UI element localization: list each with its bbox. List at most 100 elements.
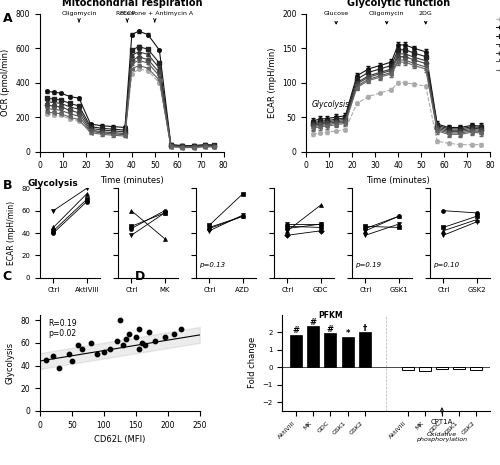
Text: p=0.10: p=0.10 <box>433 262 459 268</box>
Point <box>284 225 292 232</box>
Point <box>82 198 90 206</box>
X-axis label: Time (minutes): Time (minutes) <box>100 176 164 185</box>
X-axis label: Time (minutes): Time (minutes) <box>366 176 430 185</box>
Point <box>135 345 143 352</box>
Point <box>394 224 402 231</box>
Point <box>55 364 63 372</box>
Point <box>440 227 448 234</box>
Text: B: B <box>2 179 12 192</box>
Point <box>362 225 370 232</box>
Bar <box>290 335 302 367</box>
Point <box>116 317 124 324</box>
Point <box>132 333 140 341</box>
Point <box>160 207 168 214</box>
Point <box>50 227 58 234</box>
Text: p=0.13: p=0.13 <box>199 262 225 268</box>
Text: C: C <box>2 270 12 283</box>
Bar <box>453 367 465 369</box>
Point <box>238 190 246 198</box>
Y-axis label: ECAR (mpH/min): ECAR (mpH/min) <box>6 201 16 265</box>
Bar <box>419 367 431 371</box>
Text: p=0.19: p=0.19 <box>355 262 381 268</box>
Point <box>284 220 292 228</box>
Title: Mitochondrial respiration: Mitochondrial respiration <box>62 0 202 7</box>
Text: FCCP: FCCP <box>119 11 135 22</box>
Bar <box>308 326 320 367</box>
Point <box>112 337 120 344</box>
Point <box>128 232 136 239</box>
Point <box>160 209 168 217</box>
Point <box>394 220 402 228</box>
Text: Oxidative
phosphorylation: Oxidative phosphorylation <box>416 432 468 443</box>
Point <box>42 356 50 364</box>
Point <box>316 227 324 234</box>
Bar <box>342 337 353 367</box>
Point <box>82 185 90 192</box>
Point <box>100 348 108 356</box>
Text: PFKM: PFKM <box>318 311 342 320</box>
Point <box>74 341 82 349</box>
Y-axis label: Fold change: Fold change <box>248 337 256 388</box>
Point <box>160 235 168 242</box>
Legend: Ctrl, AktiVIII, MK, AZD, GDC, GSK1, GSK2: Ctrl, AktiVIII, MK, AZD, GDC, GSK1, GSK2 <box>494 14 500 75</box>
Point <box>82 190 90 198</box>
Point <box>440 224 448 231</box>
Text: Oligomycin: Oligomycin <box>62 11 97 22</box>
Text: p=0.02: p=0.02 <box>48 329 76 338</box>
Point <box>142 341 150 349</box>
Point <box>472 209 480 217</box>
Y-axis label: OCR (pmol/min): OCR (pmol/min) <box>1 49 10 116</box>
Point <box>394 213 402 220</box>
Point <box>316 220 324 228</box>
Point <box>128 207 136 214</box>
Point <box>122 336 130 343</box>
Point <box>82 196 90 203</box>
Point <box>362 232 370 239</box>
Point <box>144 328 152 335</box>
Point <box>119 341 127 349</box>
Point <box>316 220 324 228</box>
Point <box>176 326 184 333</box>
Point <box>206 224 214 231</box>
Point <box>160 333 168 341</box>
Text: *: * <box>346 329 350 338</box>
Point <box>472 213 480 220</box>
X-axis label: CD62L (MFI): CD62L (MFI) <box>94 435 146 444</box>
Point <box>284 223 292 230</box>
Text: #: # <box>327 325 334 333</box>
Point <box>394 213 402 220</box>
Point <box>126 330 134 338</box>
Point <box>472 216 480 223</box>
Point <box>78 345 86 352</box>
Point <box>316 201 324 209</box>
Y-axis label: Glycolysis: Glycolysis <box>6 342 15 384</box>
Point <box>50 207 58 214</box>
Bar <box>358 332 370 367</box>
Text: Glucose: Glucose <box>324 11 348 24</box>
Point <box>206 225 214 232</box>
Point <box>50 224 58 231</box>
Bar <box>470 367 482 370</box>
Point <box>284 232 292 239</box>
Point <box>238 213 246 220</box>
Bar <box>436 367 448 369</box>
Point <box>94 351 102 358</box>
Text: 2DG: 2DG <box>419 11 432 24</box>
Title: Glycolytic function: Glycolytic function <box>346 0 450 7</box>
Point <box>440 232 448 239</box>
Point <box>64 351 72 358</box>
Point <box>316 224 324 231</box>
Point <box>106 345 114 352</box>
Point <box>362 227 370 234</box>
Point <box>50 229 58 237</box>
Text: R=0.19: R=0.19 <box>48 319 76 328</box>
Point <box>238 212 246 219</box>
Text: D: D <box>135 270 145 283</box>
Text: #: # <box>292 326 300 335</box>
Text: †: † <box>362 324 367 332</box>
Text: Glycolysis: Glycolysis <box>312 100 350 109</box>
Point <box>170 330 178 338</box>
Point <box>128 223 136 230</box>
Point <box>68 357 76 365</box>
Point <box>135 326 143 333</box>
